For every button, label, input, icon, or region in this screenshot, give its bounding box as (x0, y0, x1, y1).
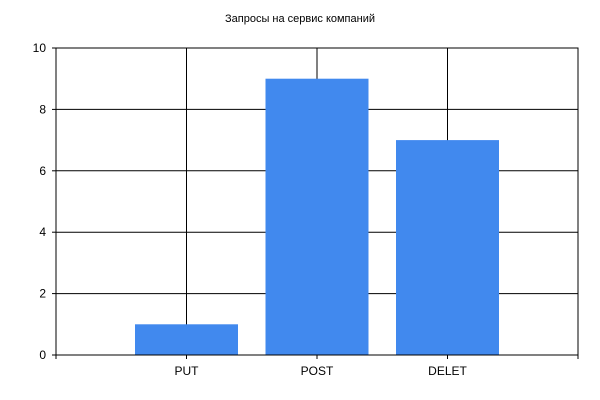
x-category-label: PUT (175, 364, 200, 378)
x-category-label: DELET (428, 364, 467, 378)
y-tick-label: 10 (33, 41, 47, 55)
y-tick-label: 0 (39, 348, 46, 362)
bar-put (135, 324, 238, 355)
chart-title: Запросы на сервис компаний (225, 13, 375, 25)
y-tick-label: 8 (39, 102, 46, 116)
bars (135, 78, 499, 355)
y-tick-label: 2 (39, 287, 46, 301)
bar-post (265, 78, 369, 355)
y-tick-label: 4 (39, 225, 46, 239)
x-axis-categories: PUT POST DELET (175, 364, 468, 378)
x-category-label: POST (301, 364, 334, 378)
y-axis-ticks: 0 2 4 6 8 10 (33, 41, 56, 362)
bar-delet (396, 140, 499, 355)
y-tick-label: 6 (39, 164, 46, 178)
axes (55, 47, 579, 359)
